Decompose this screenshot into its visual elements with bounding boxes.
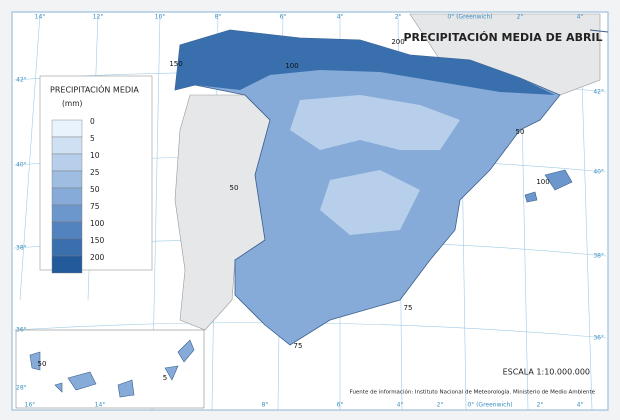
contour-label: 50 xyxy=(516,128,525,136)
graticule-label: 2° xyxy=(517,14,524,21)
graticule-label: 2° xyxy=(437,402,444,409)
graticule-label: 14° xyxy=(35,14,46,21)
legend-title: PRECIPITACIÓN MEDIA xyxy=(50,84,139,95)
graticule-label: 4° xyxy=(337,14,344,21)
graticule-label: 40° xyxy=(593,169,604,176)
graticule-label: 8° xyxy=(215,14,222,21)
contour-label: 150 xyxy=(169,60,182,68)
graticule-label: 38° xyxy=(16,245,27,252)
contour-label: 75 xyxy=(404,304,413,312)
contour-label: 50 xyxy=(230,184,239,192)
graticule-label: 2° xyxy=(395,14,402,21)
legend-label: 0 xyxy=(90,117,95,126)
graticule-label: 10° xyxy=(155,14,166,21)
scale: ESCALA 1:10.000.000 xyxy=(503,368,590,377)
graticule-label: 4° xyxy=(577,402,584,409)
graticule-label: 42° xyxy=(593,89,604,96)
legend-swatch xyxy=(51,170,83,189)
graticule-label: 12° xyxy=(93,14,104,21)
contour-label: 75 xyxy=(294,342,303,350)
legend-label: 50 xyxy=(90,185,100,194)
legend-swatch xyxy=(51,255,83,274)
graticule-label: 2° xyxy=(537,402,544,409)
contour-label: 50 xyxy=(38,360,47,368)
graticule-label: 42° xyxy=(16,77,27,84)
legend-swatch xyxy=(51,221,83,240)
legend-label: 25 xyxy=(90,168,100,177)
legend-label: 150 xyxy=(90,236,105,245)
legend-label: 200 xyxy=(90,253,105,262)
legend-swatch xyxy=(51,119,83,138)
legend-label: 100 xyxy=(90,219,105,228)
legend-items: 0 5 10 25 50 75 100 150 200 xyxy=(51,117,105,274)
graticule-label: 40° xyxy=(16,162,27,169)
contour-label: 5 xyxy=(163,374,167,382)
graticule-label: 16° xyxy=(25,402,36,409)
graticule-label: 38° xyxy=(593,253,604,260)
graticule-label: 28° xyxy=(16,385,27,392)
graticule-label: 6° xyxy=(337,402,344,409)
north-wet-zone xyxy=(175,30,555,95)
contour-label: 100 xyxy=(536,178,549,186)
map-title: PRECIPITACIÓN MEDIA DE ABRIL xyxy=(403,31,602,44)
legend-label: 75 xyxy=(90,202,100,211)
balearic-islands xyxy=(524,169,573,203)
canary-islands xyxy=(29,339,195,398)
graticule-label: 0° (Greenwich) xyxy=(447,14,492,21)
legend-label: 10 xyxy=(90,151,100,160)
graticule-label: 36° xyxy=(593,335,604,342)
graticule-label: 14° xyxy=(95,402,106,409)
legend-swatch xyxy=(51,153,83,172)
dry-zone xyxy=(290,95,460,235)
legend-swatch xyxy=(51,136,83,155)
legend-swatch xyxy=(51,238,83,257)
legend-label: 5 xyxy=(90,134,95,143)
edge xyxy=(589,29,609,33)
graticule-label: 8° xyxy=(262,402,269,409)
legend-swatch xyxy=(51,204,83,223)
graticule-label: 0° (Greenwich) xyxy=(467,402,512,409)
source: Fuente de información: Instituto Naciona… xyxy=(350,389,596,396)
contour-label: 200 xyxy=(391,38,404,46)
graticule-label: 4° xyxy=(577,14,584,21)
graticule-label: 6° xyxy=(280,14,287,21)
graticule-label: 4° xyxy=(397,402,404,409)
legend-unit: (mm) xyxy=(62,99,83,108)
contour-label: 100 xyxy=(285,62,298,70)
graticule-label: 36° xyxy=(16,327,27,334)
legend-swatch xyxy=(51,187,83,206)
